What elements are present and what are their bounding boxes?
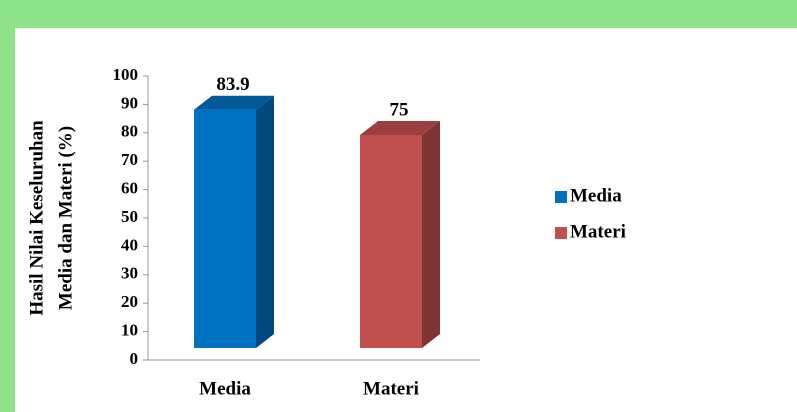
y-axis-label: Media dan Materi (%) xyxy=(55,126,76,310)
y-tick-label: 80 xyxy=(121,122,138,141)
value-label: 75 xyxy=(390,99,409,120)
y-tick-label: 30 xyxy=(121,264,138,283)
x-tick-label: Materi xyxy=(363,378,419,399)
y-tick-label: 70 xyxy=(121,150,138,169)
y-tick-label: 20 xyxy=(121,292,138,311)
y-tick-label: 50 xyxy=(121,207,138,226)
bar xyxy=(194,109,256,348)
bar-side xyxy=(422,121,440,348)
legend-swatch xyxy=(555,227,567,239)
bar-top xyxy=(194,95,274,110)
y-tick-label: 100 xyxy=(113,65,139,84)
bar-side xyxy=(256,95,274,348)
legend-label: Media xyxy=(570,185,622,206)
bar xyxy=(360,135,422,348)
y-tick-label: 10 xyxy=(121,321,138,340)
y-tick-label: 0 xyxy=(130,349,139,368)
legend-label: Materi xyxy=(570,221,626,242)
value-label: 83.9 xyxy=(216,74,249,95)
y-tick-label: 90 xyxy=(121,93,138,112)
y-tick-label: 40 xyxy=(121,235,138,254)
y-tick-label: 60 xyxy=(121,179,138,198)
legend-swatch xyxy=(555,191,567,203)
y-axis-label: Hasil Nilai Keseluruhan xyxy=(26,120,47,316)
bar-top xyxy=(360,121,440,135)
x-tick-label: Media xyxy=(199,378,251,399)
